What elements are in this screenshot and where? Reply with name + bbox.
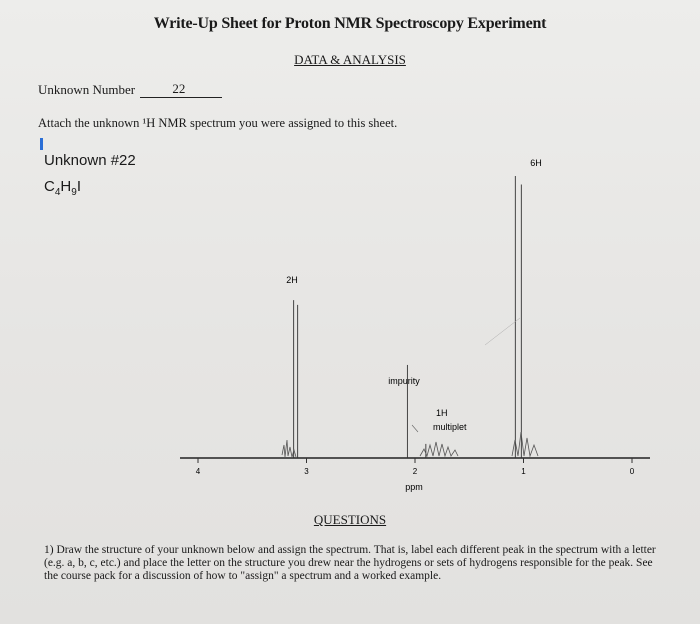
axis-unit-label: ppm (405, 482, 423, 492)
nmr-spectrum: 4 3 2 1 0 6H 2H impurity 1H multiplet ppm (180, 158, 650, 492)
noise-2h (281, 439, 297, 458)
page-title: Write-Up Sheet for Proton NMR Spectrosco… (153, 15, 547, 32)
label-leader-6h (484, 317, 521, 346)
molecular-formula: C4H9I (44, 178, 81, 198)
noise-6h (511, 431, 539, 458)
text-cursor-marker (40, 138, 43, 150)
formula-c: C (44, 178, 55, 195)
formula-h-count: 9 (71, 187, 77, 198)
label-leader-1h (411, 424, 419, 433)
spectrum-peaks (293, 176, 522, 458)
peak-label-1h: 1H (436, 408, 448, 418)
axis-tick-label: 0 (630, 467, 635, 476)
unknown-number-row: Unknown Number 22 (38, 81, 223, 98)
spectrum-name: Unknown #22 (44, 152, 136, 169)
axis-tick-label: 1 (521, 467, 526, 476)
axis-tick-label: 4 (196, 467, 201, 476)
axis-tick-label: 2 (413, 467, 418, 476)
axis-tick-label: 3 (304, 467, 309, 476)
peak-label-impurity: impurity (388, 376, 420, 386)
unknown-number-label: Unknown Number (38, 82, 136, 97)
multiplet-trace (419, 441, 459, 458)
unknown-number-blank: 22 (140, 81, 223, 98)
section-heading: DATA & ANALYSIS (294, 52, 406, 67)
peak-label-2h: 2H (286, 275, 298, 285)
axis-ticks: 4 3 2 1 0 (196, 458, 635, 476)
formula-h: H (60, 178, 72, 195)
formula-i: I (76, 178, 81, 195)
attach-instruction: Attach the unknown ¹H NMR spectrum you w… (38, 116, 398, 130)
peak-label-6h: 6H (530, 158, 542, 168)
peak-label-multiplet: multiplet (433, 422, 467, 432)
formula-c-count: 4 (54, 187, 61, 198)
question-1: 1) Draw the structure of your unknown be… (44, 544, 656, 582)
questions-heading: QUESTIONS (313, 512, 387, 527)
unknown-number-value: 22 (172, 81, 186, 96)
